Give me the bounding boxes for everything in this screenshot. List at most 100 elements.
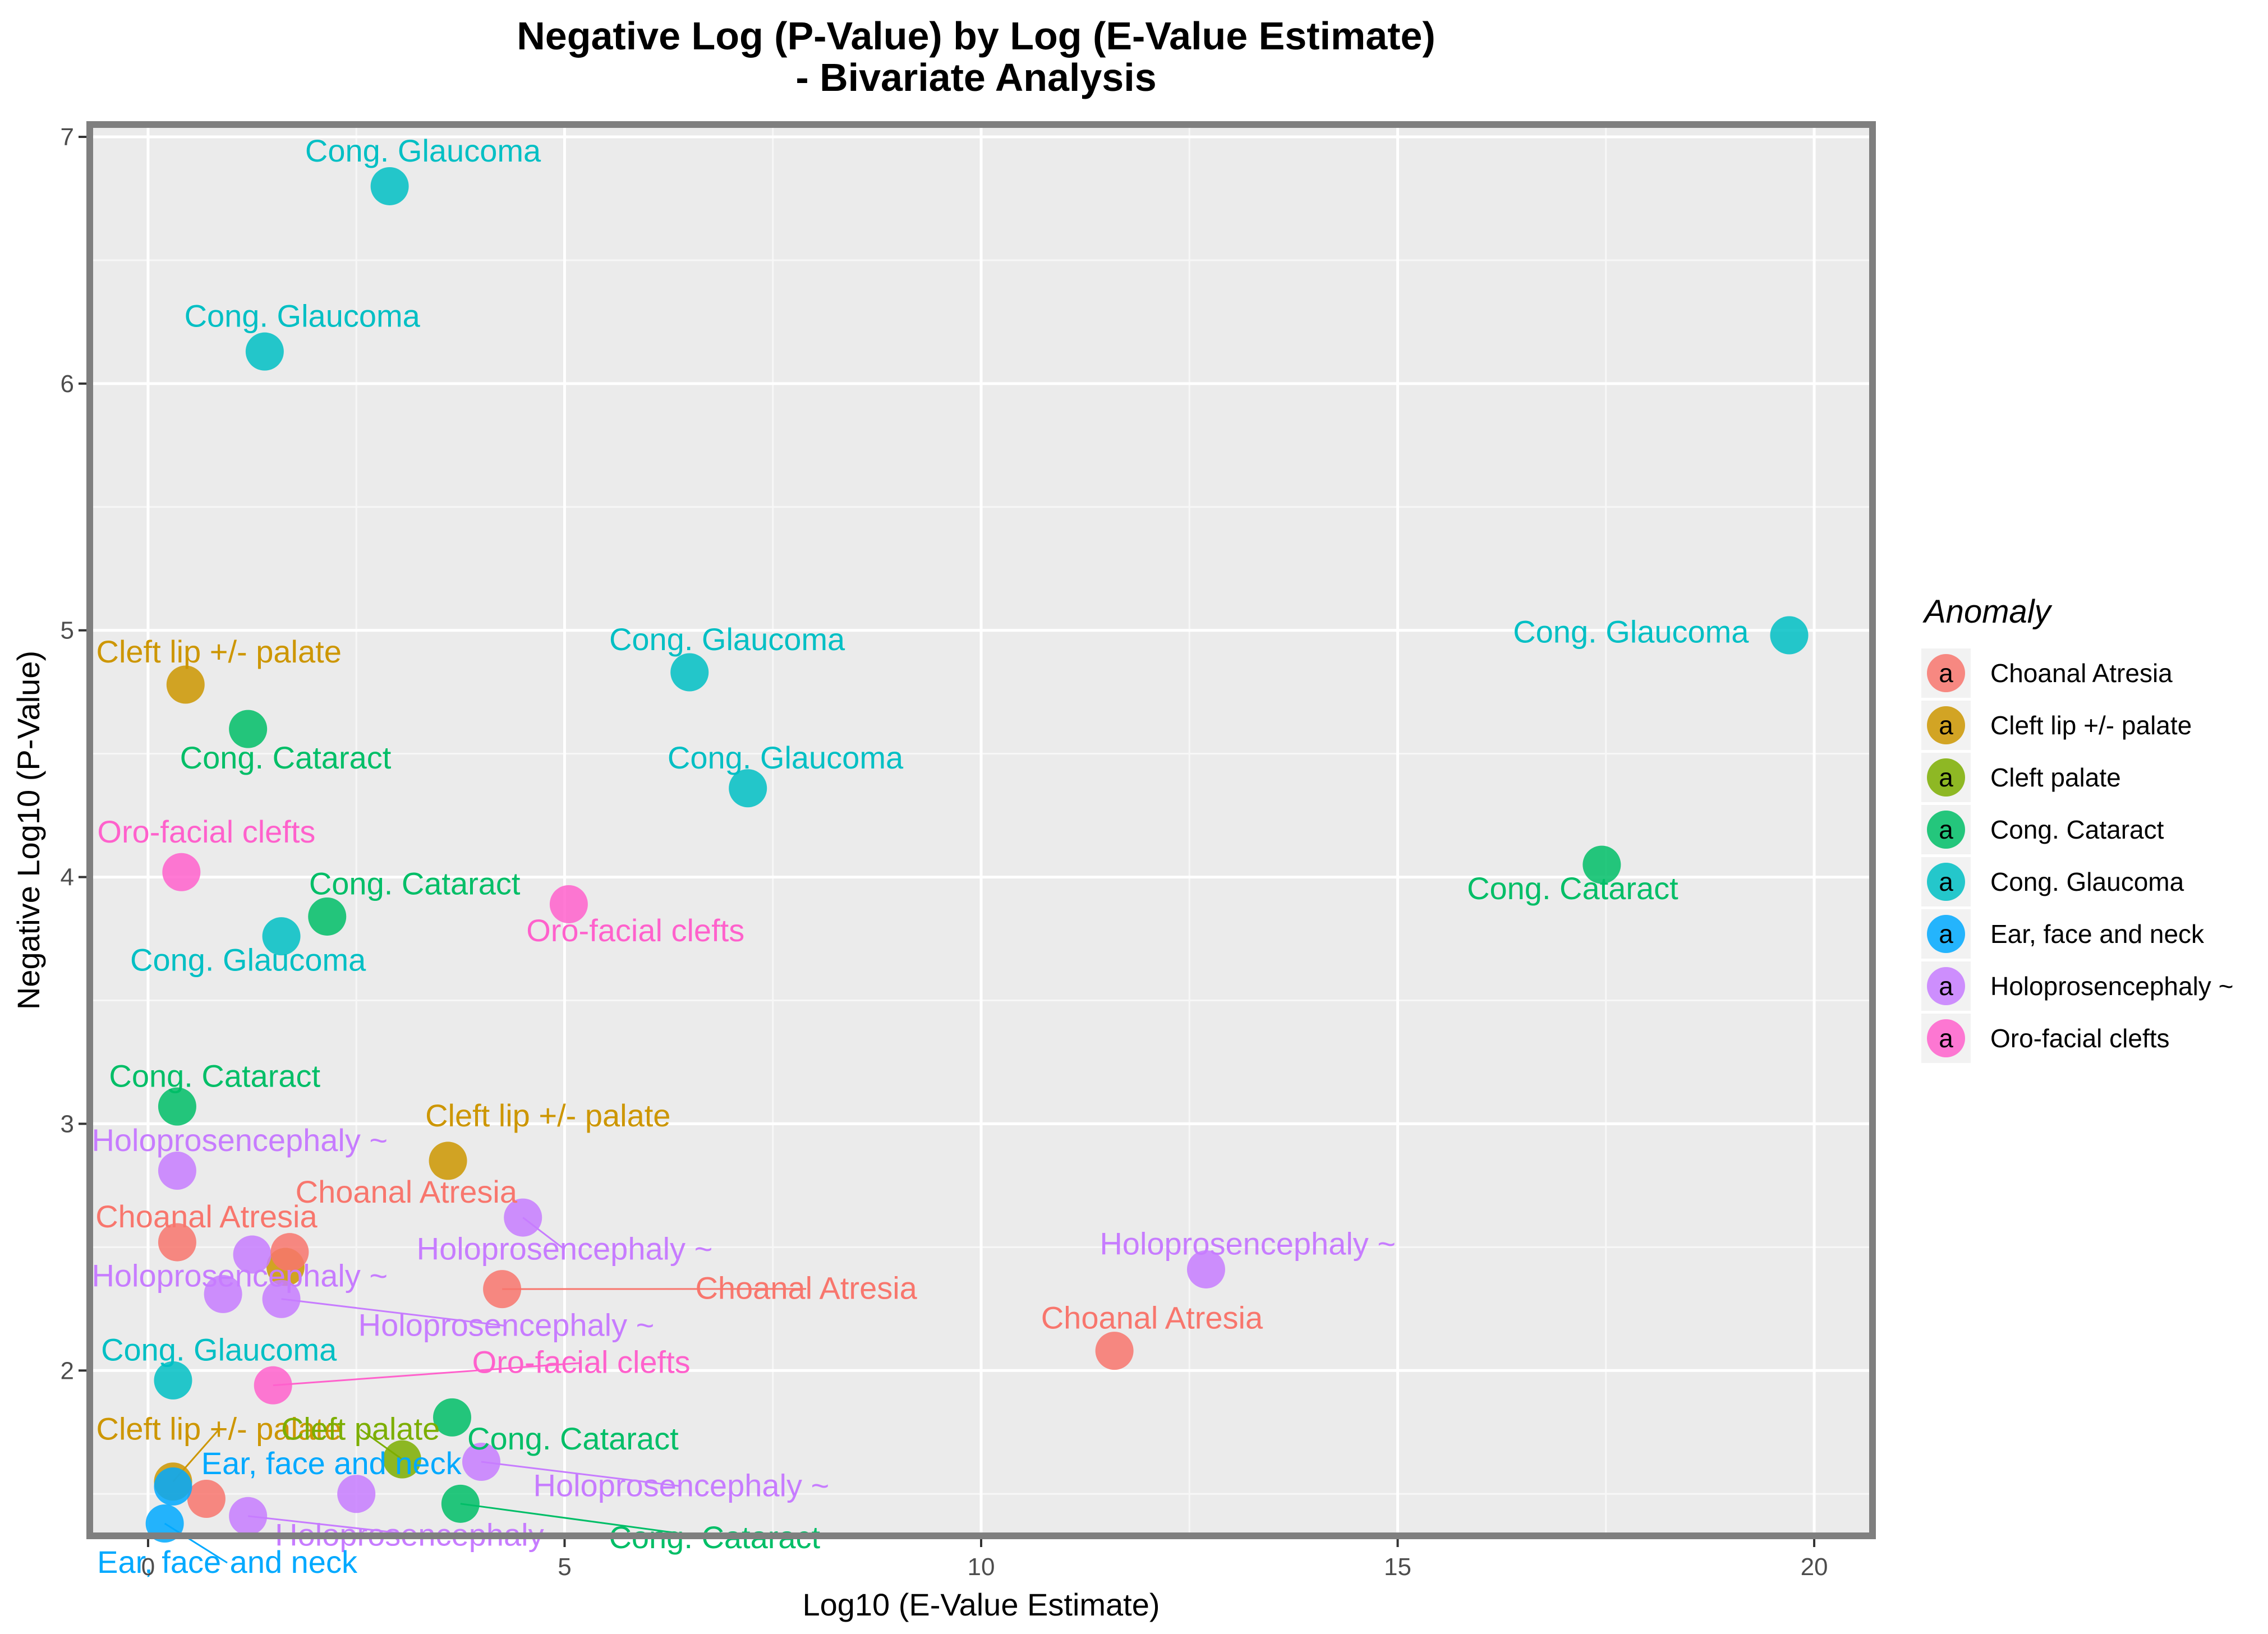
point-label: Cong. Cataract <box>180 740 392 775</box>
point-label: Cong. Glaucoma <box>305 133 541 168</box>
legend-key-cleft-palate <box>1927 758 1965 797</box>
chart-title-line-2: - Bivariate Analysis <box>795 56 1156 99</box>
point-label: Cong. Glaucoma <box>101 1332 337 1368</box>
legend-key-glyph: a <box>1939 815 1953 844</box>
legend-key-cong-cataract <box>1927 811 1965 849</box>
point-label: Oro-facial clefts <box>472 1345 691 1380</box>
point-cong-glaucoma <box>1770 616 1809 655</box>
legend-label: Cong. Glaucoma <box>1990 867 2184 896</box>
point-cong-glaucoma <box>262 917 301 956</box>
leader-line <box>273 1362 582 1387</box>
point-label: Cong. Cataract <box>309 866 521 901</box>
point-label: Cleft lip +/- palate <box>96 1411 342 1446</box>
legend-key-cong-glaucoma <box>1927 863 1965 901</box>
legend: Anomaly a Choanal Atresia a Cleft lip +/- p… <box>1921 593 2233 1063</box>
legend-key-oro-facial-clefts <box>1927 1019 1965 1057</box>
point-label: Ear, face and neck <box>97 1544 358 1580</box>
point-label: Cong. Glaucoma <box>609 622 845 657</box>
point-choanal-atresia <box>1095 1332 1134 1370</box>
point-label: Cleft lip +/- palate <box>96 634 342 669</box>
x-axis: 0 5 10 15 20 <box>141 1539 1828 1581</box>
legend-label: Cleft palate <box>1990 763 2121 792</box>
legend-key-glyph: a <box>1939 972 1953 1001</box>
point-label: Cong. Cataract <box>1467 871 1678 906</box>
point-cong-cataract <box>158 1087 196 1126</box>
point-label: Cong. Cataract <box>467 1421 679 1456</box>
legend-key-ear-face-and-neck <box>1927 915 1965 953</box>
point-cong-glaucoma <box>154 1361 192 1400</box>
point-label: Cong. Glaucoma <box>130 942 366 978</box>
point-label: Cong. Glaucoma <box>1513 614 1749 650</box>
point-label: Cong. Glaucoma <box>185 298 421 334</box>
points-layer <box>145 167 1809 1543</box>
point-ear-face-and-neck <box>154 1467 192 1506</box>
point-cong-glaucoma <box>370 167 409 205</box>
legend-key-holoprosencephaly <box>1927 967 1965 1005</box>
legend-key-cleft-lip-palate <box>1927 706 1965 744</box>
y-tick-label: 3 <box>61 1110 74 1138</box>
chart-title-line-1: Negative Log (P-Value) by Log (E-Value E… <box>517 14 1436 58</box>
point-label: Holoprosencephaly ~ <box>417 1231 713 1266</box>
point-cleft-lip-palate <box>429 1142 467 1180</box>
y-tick-label: 7 <box>61 123 74 151</box>
x-tick-label: 5 <box>558 1553 571 1581</box>
legend-key-glyph: a <box>1939 763 1953 792</box>
point-holoprosencephaly <box>229 1497 268 1535</box>
y-axis: 2 3 4 5 6 7 <box>61 123 86 1384</box>
point-holoprosencephaly <box>233 1235 272 1274</box>
point-label: Holoprosencephaly ~ <box>1100 1226 1396 1262</box>
leader-line <box>460 1503 715 1539</box>
point-cong-cataract <box>433 1398 471 1437</box>
point-choanal-atresia <box>483 1270 522 1309</box>
point-holoprosencephaly <box>462 1443 500 1481</box>
point-cleft-palate <box>383 1440 421 1479</box>
x-axis-title: Log10 (E-Value Estimate) <box>802 1587 1160 1622</box>
legend-label: Choanal Atresia <box>1990 659 2173 688</box>
point-holoprosencephaly <box>337 1475 376 1513</box>
point-label: Cong. Glaucoma <box>668 740 904 775</box>
point-cong-glaucoma <box>245 332 284 371</box>
labels-layer: Cong. Glaucoma Cong. Glaucoma Cong. Glauco… <box>91 133 1749 1580</box>
point-label: Oro-facial clefts <box>97 814 315 849</box>
point-label: Ear, face and neck <box>201 1446 462 1481</box>
legend-label: Cong. Cataract <box>1990 815 2164 844</box>
x-tick-label: 0 <box>141 1553 155 1581</box>
legend-title: Anomaly <box>1922 593 2053 630</box>
point-label: Holoprosencephaly ~ <box>358 1308 655 1343</box>
x-tick-label: 15 <box>1384 1553 1411 1581</box>
point-cong-glaucoma <box>670 653 709 692</box>
plot-border <box>86 121 1876 1539</box>
point-choanal-atresia <box>270 1233 309 1272</box>
point-label: Choanal Atresia <box>95 1199 318 1234</box>
point-holoprosencephaly <box>504 1198 542 1237</box>
legend-key-glyph: a <box>1939 1024 1953 1053</box>
x-tick-label: 20 <box>1801 1553 1828 1581</box>
x-tick-label: 10 <box>968 1553 995 1581</box>
point-label: Choanal Atresia <box>1041 1300 1263 1336</box>
legend-label: Oro-facial clefts <box>1990 1024 2170 1053</box>
point-label: Cleft palate <box>281 1411 440 1446</box>
point-label: Oro-facial clefts <box>526 913 744 948</box>
point-choanal-atresia <box>187 1480 226 1518</box>
legend-label: Holoprosencephaly ~ <box>1990 972 2233 1001</box>
y-tick-label: 2 <box>61 1357 74 1384</box>
point-oro-facial-clefts <box>254 1366 292 1405</box>
point-cong-cataract <box>308 897 347 936</box>
legend-label: Cleft lip +/- palate <box>1990 711 2192 740</box>
leader-line <box>247 1515 424 1537</box>
point-label: Holoprosencephaly ~ <box>533 1468 830 1503</box>
y-axis-title: Negative Log10 (P-Value) <box>11 651 46 1010</box>
point-holoprosencephaly <box>204 1274 242 1313</box>
point-label: Cleft lip +/- palate <box>425 1098 670 1133</box>
point-cong-glaucoma <box>729 769 767 808</box>
leader-line <box>281 1298 507 1327</box>
legend-label: Ear, face and neck <box>1990 919 2205 949</box>
point-cong-cataract <box>1582 845 1621 884</box>
point-choanal-atresia <box>158 1223 196 1262</box>
label-leader-lines <box>164 1217 807 1564</box>
point-oro-facial-clefts <box>162 853 201 891</box>
point-holoprosencephaly <box>1186 1250 1225 1288</box>
y-tick-label: 4 <box>61 864 74 891</box>
point-label: Cong. Cataract <box>109 1058 320 1093</box>
